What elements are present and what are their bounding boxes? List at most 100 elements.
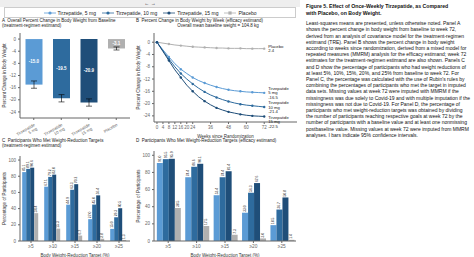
svg-text:60: 60 [11,190,17,195]
svg-text:95.5: 95.5 [164,152,168,159]
svg-text:15.0: 15.0 [110,221,114,228]
svg-text:0: 0 [156,125,159,130]
svg-text:50.8: 50.8 [283,190,287,197]
svg-text:60: 60 [244,125,250,130]
svg-text:27.0: 27.0 [88,212,92,219]
svg-text:72: 72 [262,125,268,130]
svg-text:44.9: 44.9 [66,197,70,204]
svg-text:≥20: ≥20 [93,244,101,249]
svg-text:-8: -8 [12,61,16,66]
svg-text:Percent Change in Body Weight: Percent Change in Body Weight [136,45,141,110]
svg-text:86.6: 86.6 [192,159,196,166]
svg-text:60: 60 [145,187,151,192]
svg-text:40: 40 [145,204,151,209]
svg-text:95.9: 95.9 [170,151,174,158]
svg-text:100: 100 [142,153,150,158]
svg-text:≥15: ≥15 [71,244,79,249]
svg-text:8: 8 [168,125,171,130]
svg-text:40: 40 [11,206,17,211]
svg-text:24: 24 [190,125,196,130]
svg-text:-24: -24 [9,110,16,115]
svg-text:≥20: ≥20 [249,244,257,249]
svg-text:20: 20 [184,125,190,130]
svg-text:1.4: 1.4 [289,234,293,239]
svg-text:48: 48 [226,125,232,130]
svg-text:81.4: 81.4 [227,164,231,171]
svg-text:100: 100 [8,158,16,163]
svg-text:53.4: 53.4 [215,188,219,195]
svg-text:Tirzepatide15 mg-22.5: Tirzepatide15 mg-22.5 [268,115,289,129]
svg-text:12: 12 [172,125,178,130]
svg-text:36: 36 [208,125,214,130]
svg-text:Tirzepatide5 mg-16.5: Tirzepatide5 mg-16.5 [268,86,289,100]
svg-text:Body Weight-Reduction Target (: Body Weight-Reduction Target (%) [40,253,110,257]
svg-text:74.4: 74.4 [221,170,225,177]
svg-text:≥5: ≥5 [166,244,172,249]
svg-text:0: 0 [13,239,16,244]
svg-text:38.5: 38.5 [176,200,180,207]
svg-text:90.6: 90.6 [30,160,34,167]
svg-text:7.3: 7.3 [233,229,237,234]
svg-text:0: 0 [147,40,150,45]
svg-text:36.7: 36.7 [277,202,281,209]
svg-text:-20.9: -20.9 [84,68,95,73]
svg-text:≥10: ≥10 [49,244,57,249]
svg-text:-19.5: -19.5 [56,66,67,71]
svg-text:15.3: 15.3 [56,221,60,228]
svg-text:Tirzepatide5 mg: Tirzepatide5 mg [15,122,38,138]
svg-text:20: 20 [11,222,17,227]
svg-text:6.7: 6.7 [78,230,82,235]
svg-text:20: 20 [145,221,151,226]
svg-text:56.4: 56.4 [96,188,100,195]
svg-text:4: 4 [162,125,165,130]
svg-text:Placebo2.4: Placebo2.4 [268,44,284,54]
svg-text:-20: -20 [143,101,150,106]
svg-text:≥25: ≥25 [115,244,123,249]
svg-text:80: 80 [145,170,151,175]
svg-text:16: 16 [178,125,184,130]
svg-text:-12: -12 [143,77,150,82]
svg-text:-3.1: -3.1 [113,41,121,46]
svg-text:-12: -12 [9,73,16,78]
svg-text:-8: -8 [146,64,150,69]
svg-text:33.0: 33.0 [243,205,247,212]
svg-text:70.2: 70.2 [74,177,78,184]
svg-text:90.1: 90.1 [198,156,202,163]
svg-text:-16: -16 [9,85,16,90]
svg-text:82.0: 82.0 [52,167,56,174]
svg-text:Tirzepatide10 mg-21.4: Tirzepatide10 mg-21.4 [268,100,289,114]
svg-text:67.6: 67.6 [255,175,259,182]
svg-text:-24: -24 [143,113,150,118]
svg-text:17.5: 17.5 [204,218,208,225]
svg-text:0: 0 [147,239,150,244]
svg-text:40.5: 40.5 [118,201,122,208]
svg-text:-15.0: -15.0 [29,59,40,64]
svg-text:45.0: 45.0 [92,197,96,204]
svg-text:1.3: 1.3 [122,234,126,239]
svg-text:29.3: 29.3 [114,210,118,217]
svg-text:34.4: 34.4 [34,206,38,213]
svg-text:-4: -4 [12,49,16,54]
svg-text:80: 80 [11,174,17,179]
svg-text:≥15: ≥15 [221,244,229,249]
svg-text:18.5: 18.5 [271,218,275,225]
svg-text:Tirzepatide10 mg: Tirzepatide10 mg [43,122,66,138]
svg-text:56.3: 56.3 [249,185,253,192]
svg-text:-20: -20 [9,97,16,102]
svg-text:-16: -16 [143,89,150,94]
svg-text:74.4: 74.4 [186,170,190,177]
svg-text:≥25: ≥25 [278,244,286,249]
svg-text:≥10: ≥10 [193,244,201,249]
svg-text:91.0: 91.0 [158,155,162,162]
svg-text:Placebo: Placebo [103,122,119,134]
svg-text:3.0: 3.0 [261,233,265,238]
svg-text:2.8: 2.8 [100,233,104,238]
svg-text:0: 0 [13,37,16,42]
svg-text:-4: -4 [146,52,150,57]
svg-text:Weeks since Randomization: Weeks since Randomization [197,134,254,138]
svg-text:67.1: 67.1 [44,179,48,186]
svg-text:Percentage of Participants: Percentage of Participants [136,169,141,223]
svg-text:≥5: ≥5 [28,244,34,249]
svg-text:Body Weight-Reduction Target (: Body Weight-Reduction Target (%) [190,253,260,257]
svg-text:Tirzepatide15 mg: Tirzepatide15 mg [70,122,93,138]
